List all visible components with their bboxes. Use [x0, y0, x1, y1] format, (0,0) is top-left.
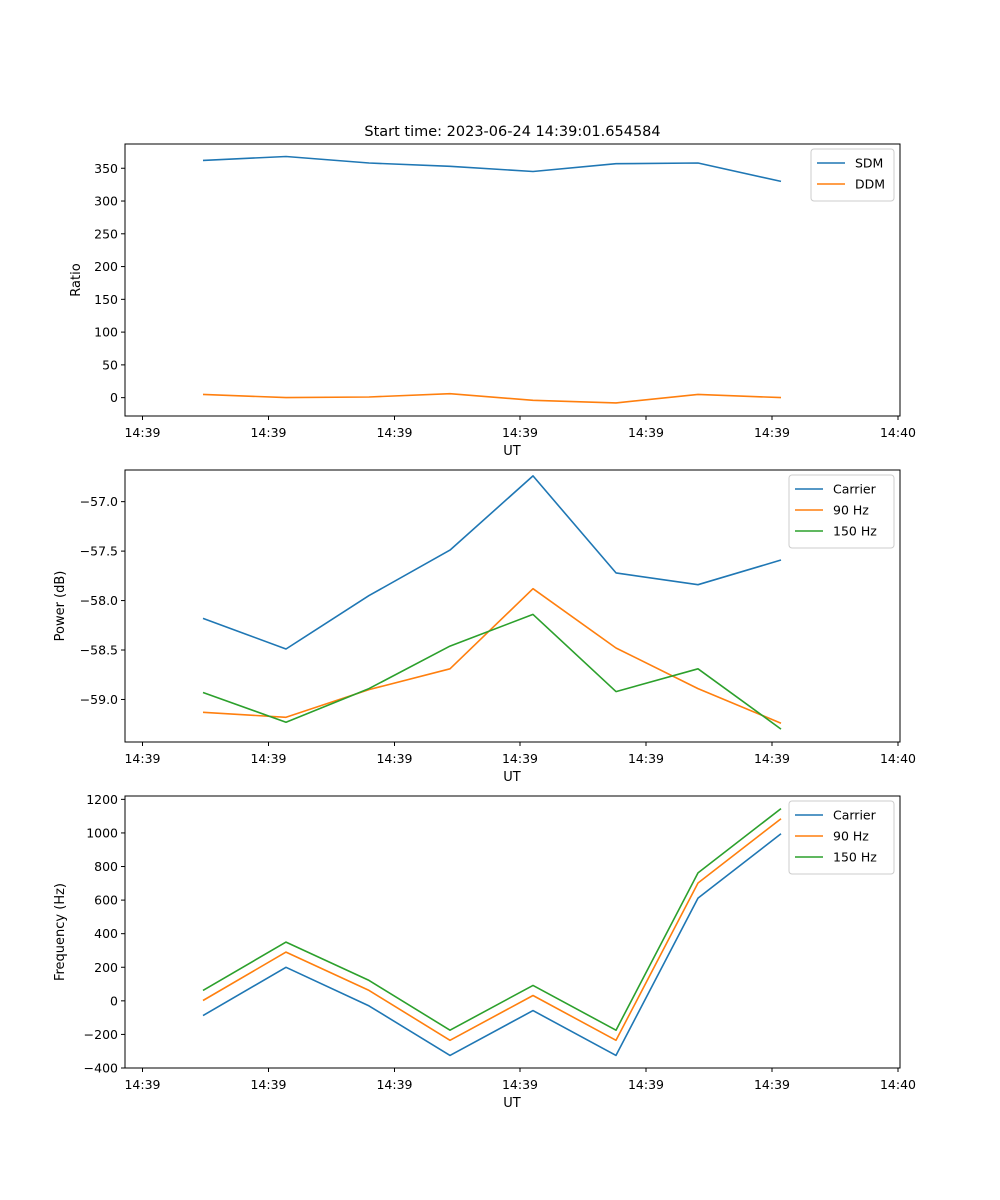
series-line-carrier [202, 475, 782, 650]
y-axis-label: Frequency (Hz) [53, 883, 68, 981]
x-tick-label: 14:39 [502, 1077, 538, 1092]
legend: Carrier 90 Hz 150 Hz [788, 474, 895, 549]
y-tick-label: 50 [102, 357, 118, 372]
chart-panel-3: −400 −200 0 200 400 600 800 1000 1200 14:39 14:39 1… [53, 792, 916, 1111]
y-tick-label: 350 [94, 161, 118, 176]
x-tick-label: 14:39 [754, 425, 790, 440]
y-tick-label: 0 [110, 390, 118, 405]
series-line-150-hz [202, 807, 782, 1031]
legend-label: Carrier [833, 482, 877, 497]
y-tick-label: 300 [94, 194, 118, 209]
x-tick-label: 14:39 [628, 1077, 664, 1092]
series-line-90-hz [202, 587, 782, 724]
chart-panel-1: 0 50 100 150 200 250 300 350 14:39 14:39 14:39 14:3… [69, 143, 916, 459]
series-line-ddm [202, 392, 782, 404]
y-tick-label: 150 [94, 292, 118, 307]
x-tick-label: 14:39 [250, 751, 286, 766]
y-axis-label: Power (dB) [53, 571, 68, 642]
series-line-sdm [202, 155, 782, 183]
y-tick-label: 0 [110, 993, 118, 1008]
legend-box [788, 800, 895, 875]
x-tick-label: 14:39 [628, 425, 664, 440]
x-tick-label: 14:39 [376, 1077, 412, 1092]
y-tick-label: 800 [94, 859, 118, 874]
y-axis-label: Ratio [69, 263, 84, 296]
series-line-90-hz [202, 818, 782, 1042]
legend-label: 150 Hz [833, 850, 877, 865]
y-tick-label: 200 [94, 960, 118, 975]
legend-label: Carrier [833, 808, 877, 823]
legend-box [810, 148, 895, 202]
x-tick-label: 14:39 [376, 425, 412, 440]
y-tick-label: 1200 [86, 792, 118, 807]
x-axis-label: UT [503, 444, 521, 459]
plot-frame [124, 469, 901, 743]
x-tick-label: 14:40 [880, 425, 916, 440]
y-tick-label: −59.0 [80, 692, 118, 707]
legend: SDM DDM [810, 148, 895, 202]
x-tick-label: 14:40 [880, 751, 916, 766]
series-line-150-hz [202, 613, 782, 730]
y-tick-label: −58.0 [80, 593, 118, 608]
x-tick-label: 14:39 [754, 1077, 790, 1092]
y-tick-label: 200 [94, 259, 118, 274]
x-tick-label: 14:39 [124, 751, 160, 766]
x-tick-label: 14:39 [124, 1077, 160, 1092]
plot-frame [124, 143, 901, 417]
x-tick-label: 14:39 [376, 751, 412, 766]
x-tick-label: 14:40 [880, 1077, 916, 1092]
legend-label: 150 Hz [833, 524, 877, 539]
x-tick-label: 14:39 [250, 1077, 286, 1092]
legend-label: 90 Hz [833, 503, 869, 518]
legend-label: SDM [855, 156, 883, 171]
x-tick-label: 14:39 [502, 751, 538, 766]
legend-label: 90 Hz [833, 829, 869, 844]
y-tick-label: 600 [94, 893, 118, 908]
x-tick-label: 14:39 [502, 425, 538, 440]
x-axis-label: UT [503, 1096, 521, 1111]
y-tick-label: −200 [84, 1027, 118, 1042]
x-tick-label: 14:39 [250, 425, 286, 440]
figure-title: Start time: 2023-06-24 14:39:01.654584 [364, 124, 660, 140]
legend-label: DDM [855, 177, 885, 192]
y-tick-label: −58.5 [80, 643, 118, 658]
legend: Carrier 90 Hz 150 Hz [788, 800, 895, 875]
y-tick-label: −57.5 [80, 544, 118, 559]
x-tick-label: 14:39 [124, 425, 160, 440]
y-tick-label: 100 [94, 325, 118, 340]
y-tick-label: 250 [94, 226, 118, 241]
y-tick-label: −400 [84, 1061, 118, 1076]
x-tick-label: 14:39 [628, 751, 664, 766]
x-tick-label: 14:39 [754, 751, 790, 766]
legend-box [788, 474, 895, 549]
x-axis-label: UT [503, 770, 521, 785]
y-tick-label: 1000 [86, 825, 118, 840]
series-line-carrier [202, 833, 782, 1057]
chart-panel-2: −59.0 −58.5 −58.0 −57.5 −57.0 14:39 14:39 14:39… [53, 469, 916, 785]
y-tick-label: 400 [94, 926, 118, 941]
y-tick-label: −57.0 [80, 494, 118, 509]
plot-frame [124, 795, 901, 1069]
